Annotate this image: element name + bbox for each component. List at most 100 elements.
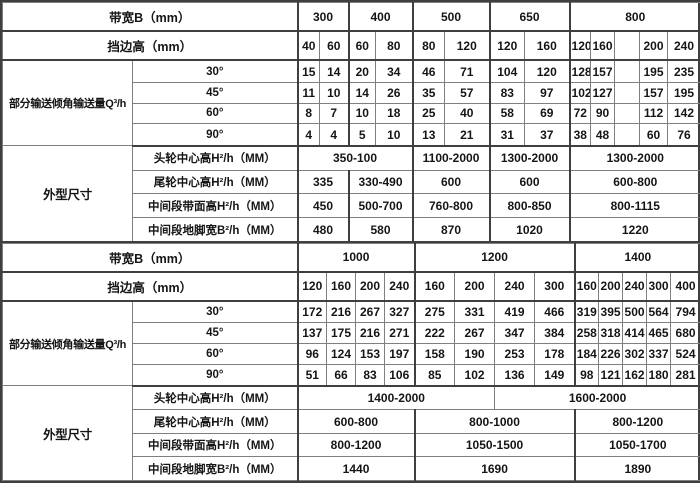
- capacity-value: 235: [667, 59, 700, 83]
- dimension-row-label: 中间段地脚宽B²/h（MM）: [131, 217, 299, 243]
- capacity-value: 25: [411, 102, 446, 125]
- capacity-value: 58: [488, 102, 526, 125]
- capacity-value: 13: [411, 123, 446, 147]
- dimension-row-label: 中间段带面高H²/h（MM）: [131, 432, 299, 458]
- capacity-value: 466: [534, 300, 576, 323]
- capacity-value: 465: [646, 321, 672, 344]
- capacity-value: 8: [296, 102, 321, 125]
- capacity-value: 414: [622, 321, 648, 344]
- dimension-value: 1220: [568, 217, 700, 243]
- capacity-value: 158: [413, 342, 456, 365]
- capacity-value: 98: [573, 363, 600, 387]
- capacity-value: 10: [347, 102, 377, 125]
- edge-height-value: 160: [413, 271, 456, 303]
- bandwidth-group-value: 650: [488, 2, 571, 33]
- dimension-value: 600-800: [296, 409, 416, 434]
- capacity-value: 96: [296, 342, 328, 365]
- capacity-value: 216: [355, 321, 386, 344]
- dimension-value: 1400-2000: [296, 384, 496, 411]
- dimension-value: 330-490: [347, 169, 414, 195]
- capacity-value: 4: [319, 123, 350, 147]
- capacity-value: 195: [639, 59, 669, 83]
- capacity-value: 184: [573, 342, 600, 365]
- dimension-value: 800-1115: [568, 193, 700, 218]
- capacity-value: 680: [670, 321, 700, 344]
- edge-height-value: 160: [590, 30, 616, 62]
- dimension-row-label: 中间段带面高H²/h（MM）: [131, 193, 299, 218]
- capacity-value: 128: [568, 59, 592, 83]
- edge-height-value: [614, 30, 641, 62]
- edge-height-value: 60: [319, 30, 350, 62]
- capacity-value: 106: [384, 363, 416, 387]
- capacity-value: 85: [413, 363, 456, 387]
- spec-table-bottom: 带宽B（mm） 1000 1200 1400 挡边高（mm） 120 160 200 240 16…: [1, 242, 700, 481]
- capacity-value: 137: [296, 321, 328, 344]
- angle-label: 30°: [131, 59, 299, 83]
- capacity-value: [614, 81, 641, 104]
- edge-height-value: 120: [488, 30, 526, 62]
- capacity-value: 40: [444, 102, 491, 125]
- dimension-value: 1890: [573, 456, 700, 481]
- capacity-value: 51: [296, 363, 328, 387]
- capacity-value: 112: [639, 102, 669, 125]
- dimension-row-label: 中间段地脚宽B²/h（MM）: [131, 456, 299, 481]
- bandwidth-row-label: 带宽B（mm）: [1, 2, 299, 33]
- capacity-value: 10: [375, 123, 414, 147]
- dimension-value: 800-1200: [573, 409, 700, 434]
- capacity-value: 318: [598, 321, 624, 344]
- edge-height-value: 120: [296, 271, 328, 303]
- dimension-value: 600: [488, 169, 571, 195]
- bandwidth-group-value: 300: [296, 2, 350, 33]
- capacity-value: 21: [444, 123, 491, 147]
- capacity-value: 83: [488, 81, 526, 104]
- dimension-value: 800-850: [488, 193, 571, 218]
- dimension-value: 870: [411, 217, 491, 243]
- spec-table-top-body: 带宽B（mm） 300 400 500 650 800 挡边高（mm） 40 60 60 80 80 1…: [1, 2, 700, 243]
- angle-label: 60°: [131, 102, 299, 125]
- capacity-value: 76: [667, 123, 700, 147]
- spec-table-bottom-body: 带宽B（mm） 1000 1200 1400 挡边高（mm） 120 160 200 240 16…: [1, 242, 700, 481]
- capacity-value: 14: [347, 81, 377, 104]
- dimension-value: 1050-1500: [413, 432, 576, 458]
- capacity-value: 136: [494, 363, 536, 387]
- capacity-value: [614, 59, 641, 83]
- dimension-value: 580: [347, 217, 414, 243]
- dimension-value: 1300-2000: [568, 145, 700, 171]
- capacity-value: 10: [319, 81, 350, 104]
- dimension-value: 1050-1700: [573, 432, 700, 458]
- capacity-value: 271: [384, 321, 416, 344]
- capacity-value: 149: [534, 363, 576, 387]
- capacity-value: 104: [488, 59, 526, 83]
- capacity-value: 124: [326, 342, 357, 365]
- dimension-value: 480: [296, 217, 350, 243]
- capacity-value: 395: [598, 300, 624, 323]
- capacity-value: 121: [598, 363, 624, 387]
- capacity-value: 120: [524, 59, 571, 83]
- capacity-value: 331: [454, 300, 496, 323]
- edge-height-value: 80: [411, 30, 446, 62]
- angle-label: 60°: [131, 342, 299, 365]
- capacity-value: 524: [670, 342, 700, 365]
- edge-height-value: 160: [326, 271, 357, 303]
- capacity-value: 190: [454, 342, 496, 365]
- capacity-value: 57: [444, 81, 491, 104]
- bandwidth-row-label: 带宽B（mm）: [1, 242, 299, 273]
- dimension-value: 350-100: [296, 145, 414, 171]
- capacity-section-label: 部分输送倾角输送量Q³/h: [2, 300, 133, 386]
- edge-height-value: 200: [598, 271, 624, 303]
- capacity-value: 26: [375, 81, 414, 104]
- capacity-value: 72: [568, 102, 592, 125]
- capacity-value: 275: [413, 300, 456, 323]
- capacity-value: 267: [355, 300, 386, 323]
- capacity-value: 564: [646, 300, 672, 323]
- capacity-value: 226: [598, 342, 624, 365]
- capacity-value: 102: [568, 81, 592, 104]
- capacity-value: 319: [573, 300, 600, 323]
- dimensions-section-label: 外型尺寸: [2, 145, 133, 243]
- angle-label: 45°: [131, 81, 299, 104]
- bandwidth-group-value: 1000: [296, 242, 416, 273]
- capacity-value: 302: [622, 342, 648, 365]
- edge-height-value: 80: [375, 30, 414, 62]
- dimension-value: 1600-2000: [494, 384, 700, 411]
- edge-height-value: 60: [347, 30, 377, 62]
